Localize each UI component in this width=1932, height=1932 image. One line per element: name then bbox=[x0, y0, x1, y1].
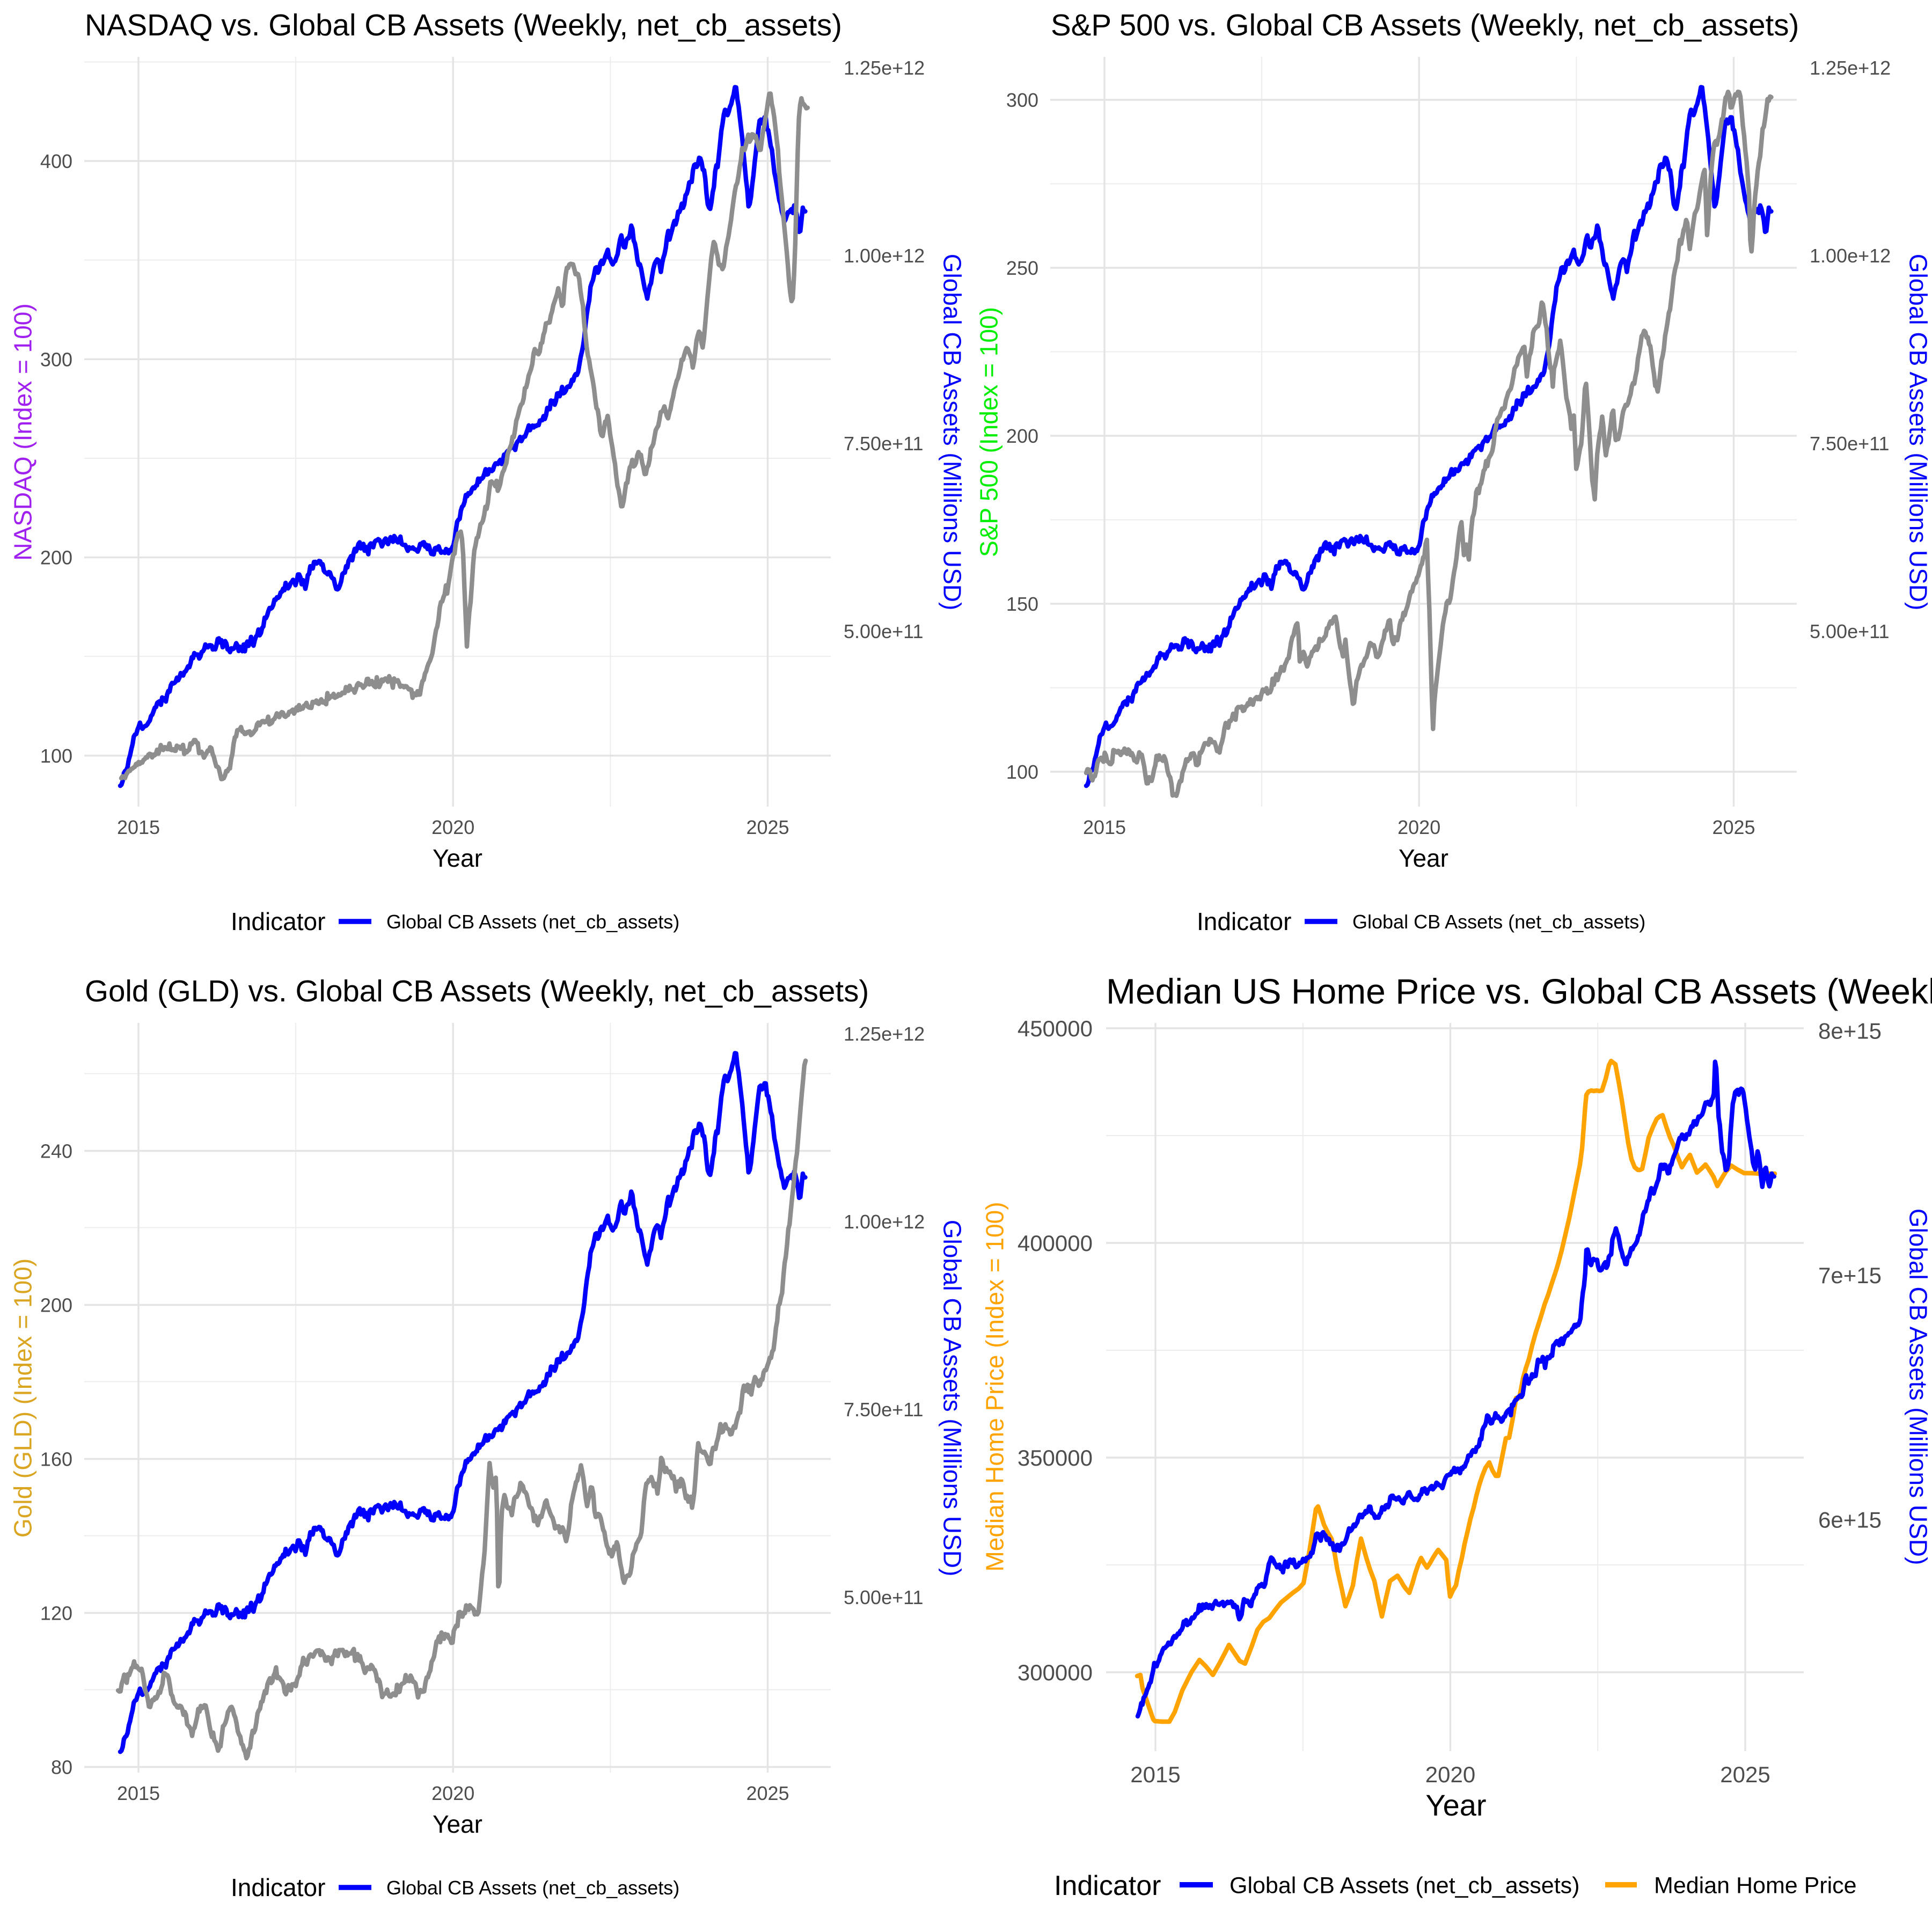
svg-text:8e+15: 8e+15 bbox=[1818, 1019, 1882, 1044]
svg-text:2020: 2020 bbox=[431, 1782, 474, 1804]
svg-text:1.25e+12: 1.25e+12 bbox=[844, 57, 925, 79]
svg-text:2020: 2020 bbox=[1397, 816, 1440, 838]
svg-text:200: 200 bbox=[1006, 425, 1038, 447]
svg-text:Indicator: Indicator bbox=[1197, 908, 1291, 935]
svg-text:7.50e+11: 7.50e+11 bbox=[844, 433, 923, 455]
svg-text:120: 120 bbox=[40, 1602, 72, 1624]
svg-text:Global CB Assets (Millions USD: Global CB Assets (Millions USD) bbox=[939, 254, 967, 611]
svg-text:2025: 2025 bbox=[746, 1782, 789, 1804]
svg-text:2015: 2015 bbox=[117, 1782, 160, 1804]
svg-text:Indicator: Indicator bbox=[1054, 1870, 1161, 1901]
svg-text:Year: Year bbox=[433, 844, 482, 872]
svg-text:200: 200 bbox=[40, 547, 72, 569]
svg-text:Global CB Assets (Millions USD: Global CB Assets (Millions USD) bbox=[1905, 1209, 1932, 1565]
svg-text:5.00e+11: 5.00e+11 bbox=[844, 620, 923, 642]
svg-text:150: 150 bbox=[1006, 593, 1038, 615]
svg-text:2020: 2020 bbox=[431, 816, 474, 838]
svg-text:NASDAQ (Index = 100): NASDAQ (Index = 100) bbox=[9, 303, 37, 560]
svg-text:80: 80 bbox=[51, 1757, 72, 1779]
svg-text:100: 100 bbox=[1006, 761, 1038, 783]
svg-text:Median US Home Price vs. Globa: Median US Home Price vs. Global CB Asset… bbox=[1106, 971, 1932, 1011]
svg-text:1.25e+12: 1.25e+12 bbox=[1810, 57, 1891, 79]
svg-text:Global CB Assets (net_cb_asset: Global CB Assets (net_cb_assets) bbox=[1352, 911, 1645, 933]
svg-text:S&P 500 vs. Global CB Assets (: S&P 500 vs. Global CB Assets (Weekly, ne… bbox=[1051, 8, 1799, 42]
svg-text:2025: 2025 bbox=[1712, 816, 1755, 838]
svg-text:Global CB Assets (net_cb_asset: Global CB Assets (net_cb_assets) bbox=[1230, 1873, 1579, 1899]
svg-text:Gold (GLD) (Index = 100): Gold (GLD) (Index = 100) bbox=[9, 1258, 37, 1538]
svg-text:S&P 500 (Index = 100): S&P 500 (Index = 100) bbox=[975, 307, 1003, 557]
svg-text:Global CB Assets (net_cb_asset: Global CB Assets (net_cb_assets) bbox=[386, 911, 679, 933]
svg-text:300000: 300000 bbox=[1018, 1660, 1093, 1685]
svg-text:Indicator: Indicator bbox=[231, 908, 325, 935]
svg-text:240: 240 bbox=[40, 1140, 72, 1162]
svg-text:7.50e+11: 7.50e+11 bbox=[844, 1399, 923, 1421]
svg-text:5.00e+11: 5.00e+11 bbox=[1810, 620, 1889, 642]
svg-text:7e+15: 7e+15 bbox=[1818, 1263, 1882, 1288]
svg-text:350000: 350000 bbox=[1018, 1445, 1093, 1470]
svg-text:6e+15: 6e+15 bbox=[1818, 1507, 1882, 1533]
svg-text:NASDAQ vs. Global CB Assets (W: NASDAQ vs. Global CB Assets (Weekly, net… bbox=[85, 8, 842, 42]
svg-text:Global CB Assets (Millions USD: Global CB Assets (Millions USD) bbox=[1905, 254, 1932, 611]
svg-text:1.00e+12: 1.00e+12 bbox=[1810, 245, 1891, 267]
svg-text:Year: Year bbox=[1425, 1788, 1486, 1822]
svg-text:450000: 450000 bbox=[1018, 1016, 1093, 1041]
svg-text:2025: 2025 bbox=[746, 816, 789, 838]
svg-text:1.00e+12: 1.00e+12 bbox=[844, 1211, 925, 1233]
svg-text:160: 160 bbox=[40, 1448, 72, 1470]
svg-text:100: 100 bbox=[40, 745, 72, 767]
svg-text:7.50e+11: 7.50e+11 bbox=[1810, 433, 1889, 455]
svg-text:2015: 2015 bbox=[1130, 1762, 1180, 1787]
svg-text:400: 400 bbox=[40, 150, 72, 172]
svg-text:400000: 400000 bbox=[1018, 1231, 1093, 1256]
svg-text:2025: 2025 bbox=[1720, 1762, 1770, 1787]
svg-text:300: 300 bbox=[40, 348, 72, 370]
svg-text:Indicator: Indicator bbox=[231, 1874, 325, 1901]
svg-text:Median Home Price: Median Home Price bbox=[1654, 1873, 1857, 1899]
svg-text:Global CB Assets (net_cb_asset: Global CB Assets (net_cb_assets) bbox=[386, 1877, 679, 1899]
svg-text:2015: 2015 bbox=[1083, 816, 1126, 838]
svg-text:1.25e+12: 1.25e+12 bbox=[844, 1023, 925, 1045]
svg-text:250: 250 bbox=[1006, 257, 1038, 279]
svg-text:2015: 2015 bbox=[117, 816, 160, 838]
svg-text:Year: Year bbox=[433, 1810, 482, 1838]
svg-text:5.00e+11: 5.00e+11 bbox=[844, 1586, 923, 1608]
svg-text:300: 300 bbox=[1006, 89, 1038, 111]
svg-text:200: 200 bbox=[40, 1294, 72, 1316]
svg-text:2020: 2020 bbox=[1425, 1762, 1475, 1787]
svg-text:Gold (GLD) vs. Global CB Asset: Gold (GLD) vs. Global CB Assets (Weekly,… bbox=[85, 974, 869, 1008]
svg-text:Median Home Price (Index = 100: Median Home Price (Index = 100) bbox=[981, 1202, 1009, 1571]
svg-text:Global CB Assets (Millions USD: Global CB Assets (Millions USD) bbox=[939, 1220, 967, 1577]
svg-text:Year: Year bbox=[1399, 844, 1448, 872]
svg-text:1.00e+12: 1.00e+12 bbox=[844, 245, 925, 267]
